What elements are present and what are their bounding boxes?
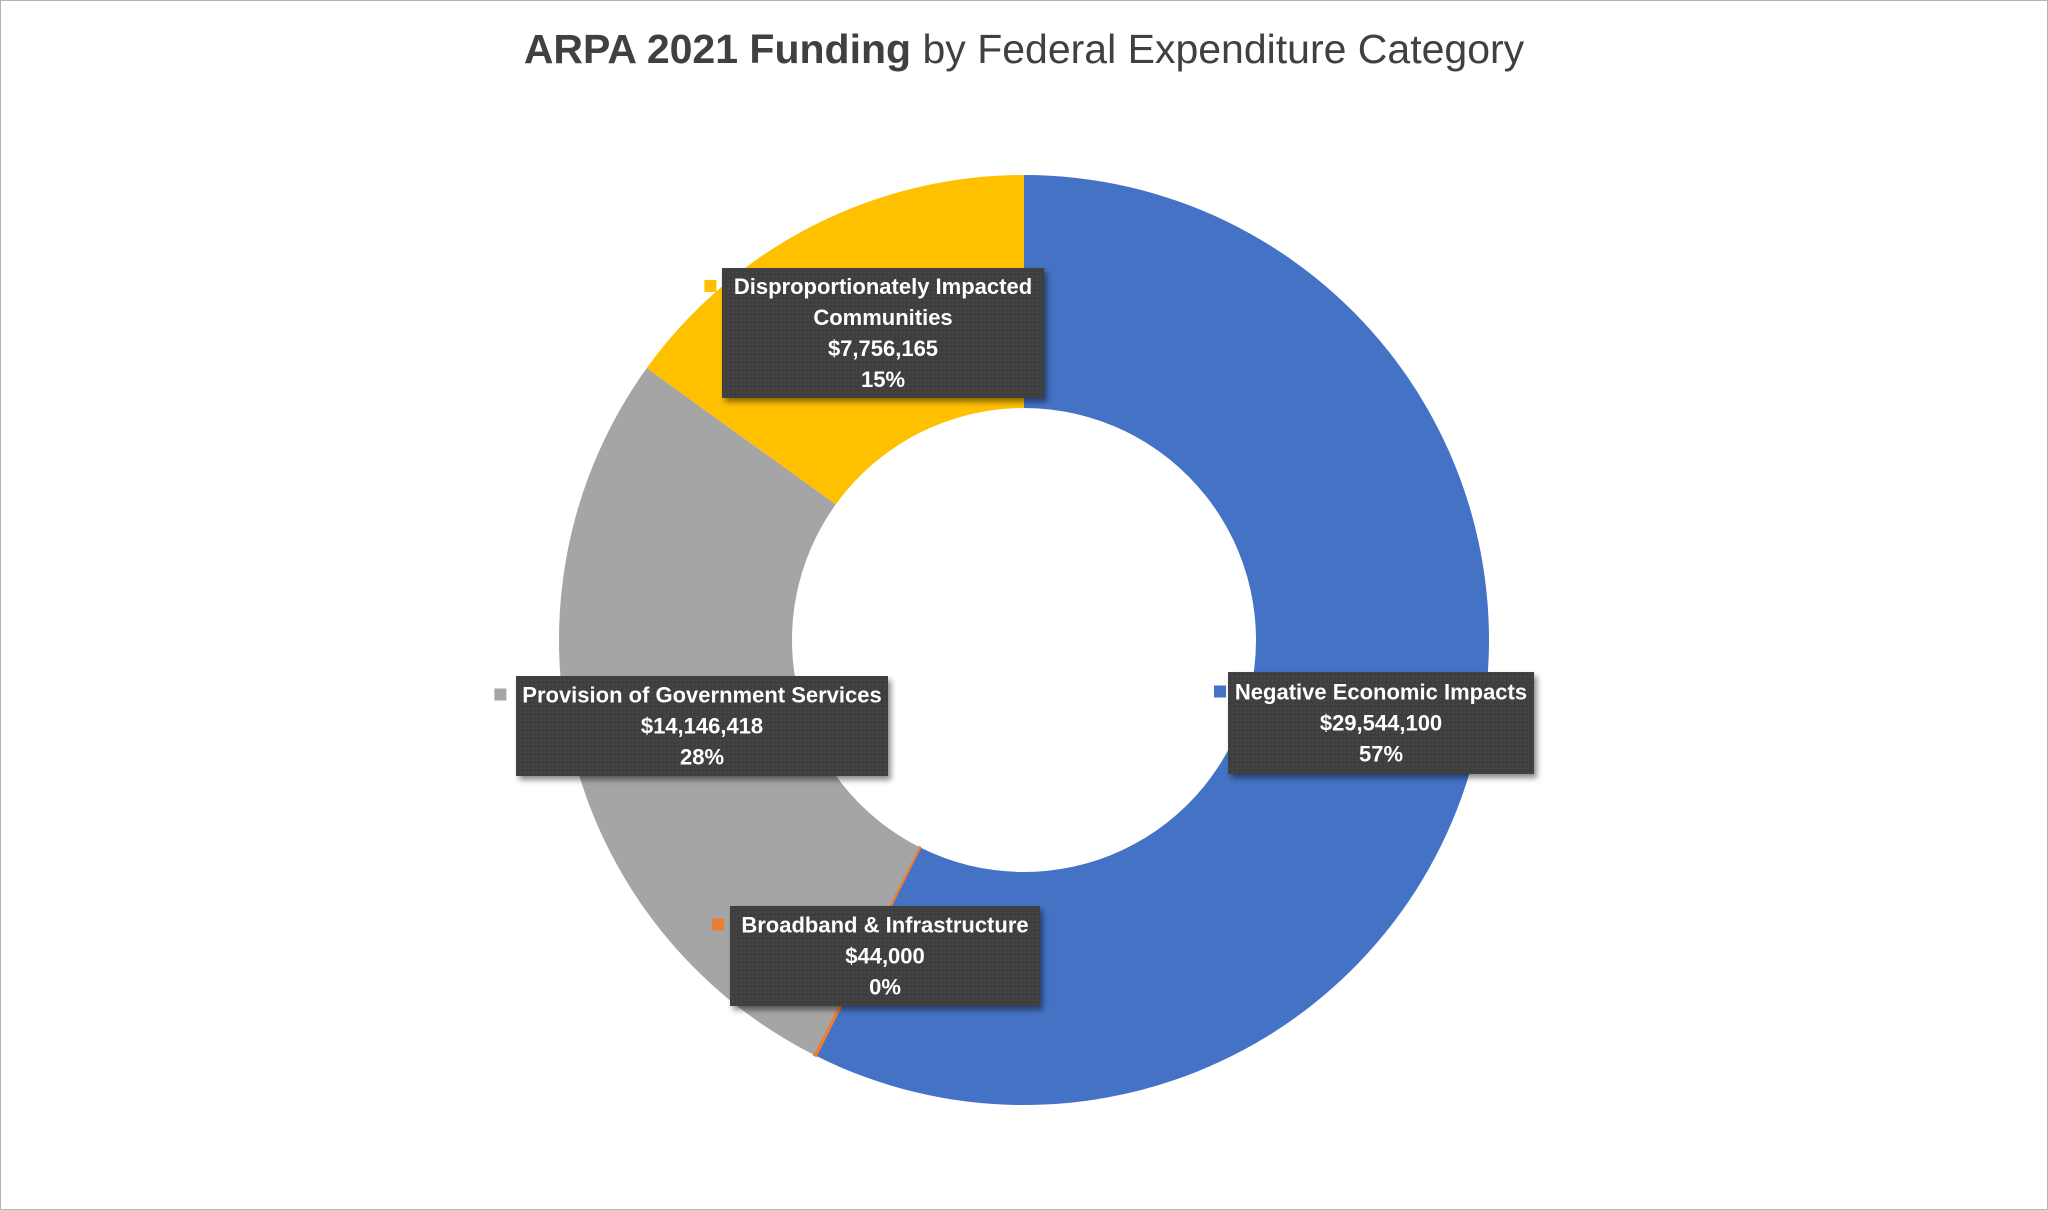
callout-box <box>516 676 888 776</box>
callout-broadband-infrastructure: Broadband & Infrastructure $44,000 0% <box>712 906 1040 1006</box>
callout-category-label: Broadband & Infrastructure <box>741 913 1028 938</box>
chart-title-bold: ARPA 2021 Funding <box>523 26 912 72</box>
legend-key-disproportionately-impacted-communities <box>704 280 717 292</box>
callout-box <box>722 268 1044 398</box>
callout-box <box>730 906 1040 1006</box>
callout-percent-label: 28% <box>680 745 724 770</box>
callout-value-label: $14,146,418 <box>641 714 763 739</box>
callout-category-label: Communities <box>813 305 952 330</box>
callout-value-label: $7,756,165 <box>828 336 938 361</box>
callout-percent-label: 15% <box>861 367 905 392</box>
callout-value-label: $44,000 <box>845 944 925 969</box>
callout-provision-of-government-services: Provision of Government Services $14,146,… <box>494 676 888 776</box>
callout-percent-label: 57% <box>1359 742 1403 767</box>
callout-box <box>1228 672 1534 774</box>
chart-title-rest: by Federal Expenditure Category <box>922 26 1525 72</box>
callout-percent-label: 0% <box>869 975 901 1000</box>
callout-negative-economic-impacts: Negative Economic Impacts $29,544,100 57% <box>1214 672 1534 774</box>
callout-category-label: Provision of Government Services <box>522 683 881 708</box>
callout-disproportionately-impacted-communities: Disproportionately Impacted Communities $7… <box>704 268 1044 398</box>
chart-title: ARPA 2021 Funding by Federal Expenditure… <box>0 26 2048 73</box>
callout-category-label: Disproportionately Impacted <box>734 274 1032 299</box>
callout-category-label: Negative Economic Impacts <box>1235 680 1527 705</box>
legend-key-negative-economic-impacts <box>1214 685 1226 698</box>
callouts-group: Negative Economic Impacts $29,544,100 57% B… <box>494 268 1534 1006</box>
legend-key-provision-of-government-services <box>494 688 507 701</box>
legend-key-broadband-infrastructure <box>712 918 725 931</box>
slice-negative-economic-impacts <box>816 175 1489 1106</box>
callout-value-label: $29,544,100 <box>1320 711 1442 736</box>
